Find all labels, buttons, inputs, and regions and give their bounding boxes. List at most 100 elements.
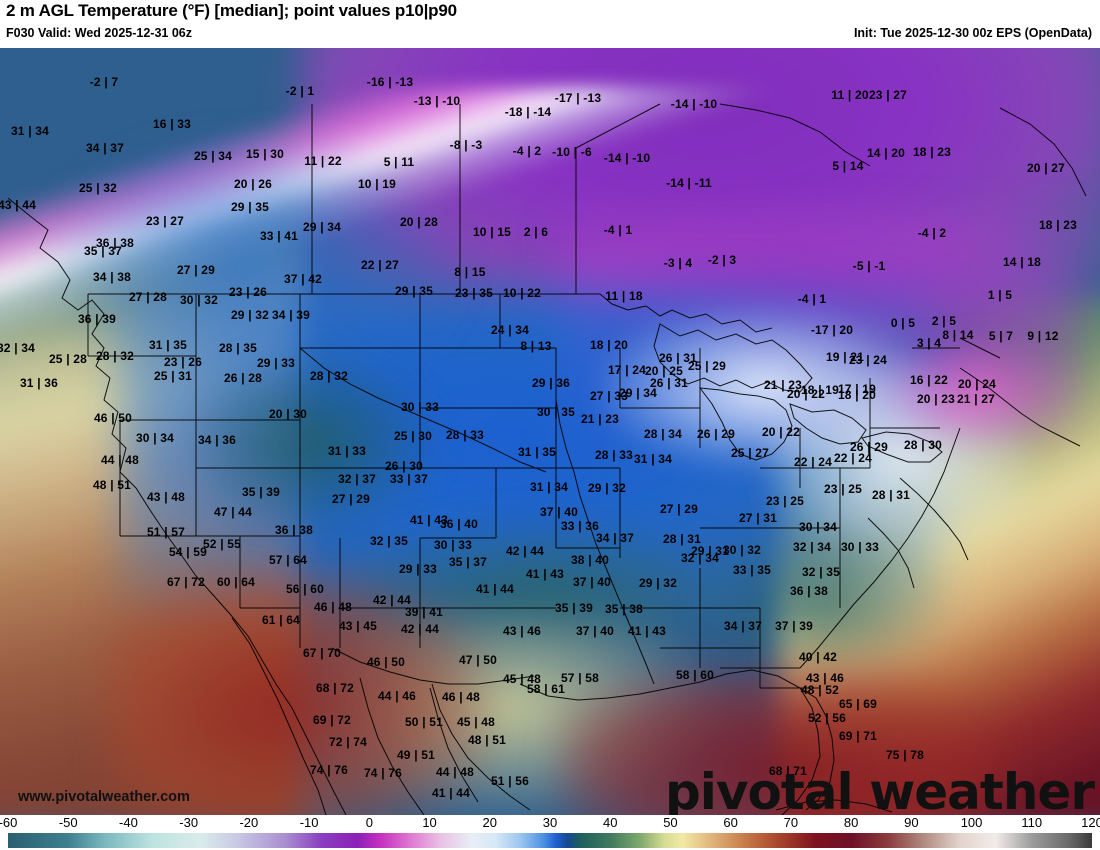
point-value: 28 | 31 bbox=[871, 488, 911, 502]
url-watermark: www.pivotalweather.com bbox=[18, 789, 190, 805]
point-value: 33 | 36 bbox=[560, 519, 600, 533]
point-value: 14 | 20 bbox=[866, 146, 906, 160]
colorbar-tick-label: 10 bbox=[422, 815, 437, 830]
point-value: 30 | 32 bbox=[722, 543, 762, 557]
point-value: 29 | 32 bbox=[587, 481, 627, 495]
point-value: 31 | 34 bbox=[529, 480, 569, 494]
point-value: 36 | 38 bbox=[95, 236, 135, 250]
page-title: 2 m AGL Temperature (°F) [median]; point… bbox=[6, 1, 457, 20]
point-value: -3 | 4 bbox=[663, 256, 693, 270]
point-value: 74 | 76 bbox=[363, 766, 403, 780]
point-value: 8 | 13 bbox=[520, 339, 552, 353]
point-value: 41 | 44 bbox=[475, 582, 515, 596]
colorbar-tick-label: 70 bbox=[783, 815, 799, 830]
point-value: 8 | 14 bbox=[942, 328, 974, 342]
point-value: 58 | 60 bbox=[675, 668, 715, 682]
point-value: -10 | -6 bbox=[552, 145, 592, 159]
point-value: -17 | -13 bbox=[554, 91, 602, 105]
point-value: 51 | 56 bbox=[490, 774, 530, 788]
point-value: -4 | 2 bbox=[917, 226, 947, 240]
point-value: -4 | 1 bbox=[603, 223, 633, 237]
colorbar-tick-label: 120 bbox=[1081, 815, 1100, 830]
point-value: 48 | 51 bbox=[92, 478, 132, 492]
colorbar-tick-label: -30 bbox=[179, 815, 199, 830]
point-value: 17 | 19 bbox=[837, 382, 877, 396]
point-value: 18 | 19 bbox=[800, 383, 840, 397]
point-value: 28 | 30 bbox=[903, 438, 943, 452]
valid-time-label: F030 Valid: Wed 2025-12-31 06z bbox=[6, 26, 192, 40]
point-value: 8 | 15 bbox=[454, 265, 486, 279]
point-value: 67 | 72 bbox=[166, 575, 206, 589]
point-value: 25 | 34 bbox=[193, 149, 233, 163]
point-value: 44 | 46 bbox=[377, 689, 417, 703]
point-value: 50 | 51 bbox=[404, 715, 444, 729]
point-value: 30 | 33 bbox=[840, 540, 880, 554]
point-value: 18 | 23 bbox=[912, 145, 952, 159]
point-value: 20 | 22 bbox=[761, 425, 801, 439]
point-value: 44 | 48 bbox=[435, 765, 475, 779]
point-value: 35 | 39 bbox=[241, 485, 281, 499]
point-value: 68 | 72 bbox=[315, 681, 355, 695]
point-value: -18 | -14 bbox=[504, 105, 552, 119]
point-value: 74 | 76 bbox=[309, 763, 349, 777]
point-value: 17 | 24 bbox=[607, 363, 647, 377]
point-value: 58 | 61 bbox=[526, 682, 566, 696]
point-value: 31 | 35 bbox=[517, 445, 557, 459]
point-value: 48 | 52 bbox=[800, 683, 840, 697]
point-value: 29 | 34 bbox=[302, 220, 342, 234]
point-value: 26 | 31 bbox=[658, 351, 698, 365]
colorbar-tick-label: 0 bbox=[365, 815, 373, 830]
point-value: 31 | 35 bbox=[148, 338, 188, 352]
point-value: 21 | 23 bbox=[763, 378, 803, 392]
point-value: 20 | 25 bbox=[644, 364, 684, 378]
point-value: 67 | 70 bbox=[302, 646, 342, 660]
colorbar[interactable]: -60 -50 -40 -30 -20 -10 0 10 20 30 40 50 60 70 80 90 100… bbox=[0, 815, 1100, 850]
point-value: 29 | 33 bbox=[256, 356, 296, 370]
colorbar-tick-label: 80 bbox=[843, 815, 859, 830]
point-value: 41 | 44 bbox=[431, 786, 471, 800]
point-value: 26 | 29 bbox=[849, 440, 889, 454]
point-value: 1 | 5 bbox=[987, 288, 1013, 302]
colorbar-tick-label: -60 bbox=[0, 815, 18, 830]
point-value: 46 | 48 bbox=[313, 600, 353, 614]
point-value: -4 | 2 bbox=[512, 144, 542, 158]
colorbar-tick-label: 110 bbox=[1021, 815, 1043, 830]
point-value: 26 | 29 bbox=[696, 427, 736, 441]
temperature-map[interactable]: -2 | 7 -2 | 1 -16 | -13 -13 | -10 -18 | -14-… bbox=[0, 48, 1100, 815]
point-value: 41 | 43 bbox=[409, 513, 449, 527]
point-value: 28 | 32 bbox=[309, 369, 349, 383]
point-value: 40 | 42 bbox=[798, 650, 838, 664]
point-value: 65 | 69 bbox=[838, 697, 878, 711]
point-value: 32 | 34 bbox=[0, 341, 36, 355]
point-value: 5 | 14 bbox=[832, 159, 864, 173]
point-value: 29 | 31 bbox=[690, 544, 730, 558]
point-value: 57 | 64 bbox=[268, 553, 308, 567]
point-value: 28 | 33 bbox=[445, 428, 485, 442]
point-value: 23 | 35 bbox=[454, 286, 494, 300]
point-value: 34 | 36 bbox=[197, 433, 237, 447]
point-value: 21 | 23 bbox=[580, 412, 620, 426]
point-value: 34 | 37 bbox=[595, 531, 635, 545]
point-value: 15 | 30 bbox=[245, 147, 285, 161]
point-value: -16 | -13 bbox=[366, 75, 414, 89]
point-value: 46 | 48 bbox=[441, 690, 481, 704]
point-value: 32 | 34 bbox=[680, 551, 720, 565]
point-value: 36 | 38 bbox=[789, 584, 829, 598]
point-value: 25 | 30 bbox=[393, 429, 433, 443]
point-value: 30 | 32 bbox=[179, 293, 219, 307]
init-time-label: Init: Tue 2025-12-30 00z EPS (OpenData) bbox=[853, 26, 1092, 40]
point-value: 60 | 64 bbox=[216, 575, 256, 589]
point-value: 52 | 56 bbox=[807, 711, 847, 725]
point-value: 42 | 44 bbox=[400, 622, 440, 636]
colorbar-gradient[interactable] bbox=[8, 833, 1092, 848]
point-value: 25 | 28 bbox=[48, 352, 88, 366]
colorbar-tick-label: 90 bbox=[904, 815, 919, 830]
point-value: 43 | 48 bbox=[146, 490, 186, 504]
point-value: 25 | 32 bbox=[78, 181, 118, 195]
point-value: 44 | 48 bbox=[100, 453, 140, 467]
point-value: 38 | 40 bbox=[570, 553, 610, 567]
point-value: 61 | 64 bbox=[261, 613, 301, 627]
colorbar-tick-label: 100 bbox=[960, 815, 983, 830]
point-value: 23 | 24 bbox=[848, 353, 888, 367]
point-value: 23 | 26 bbox=[228, 285, 268, 299]
